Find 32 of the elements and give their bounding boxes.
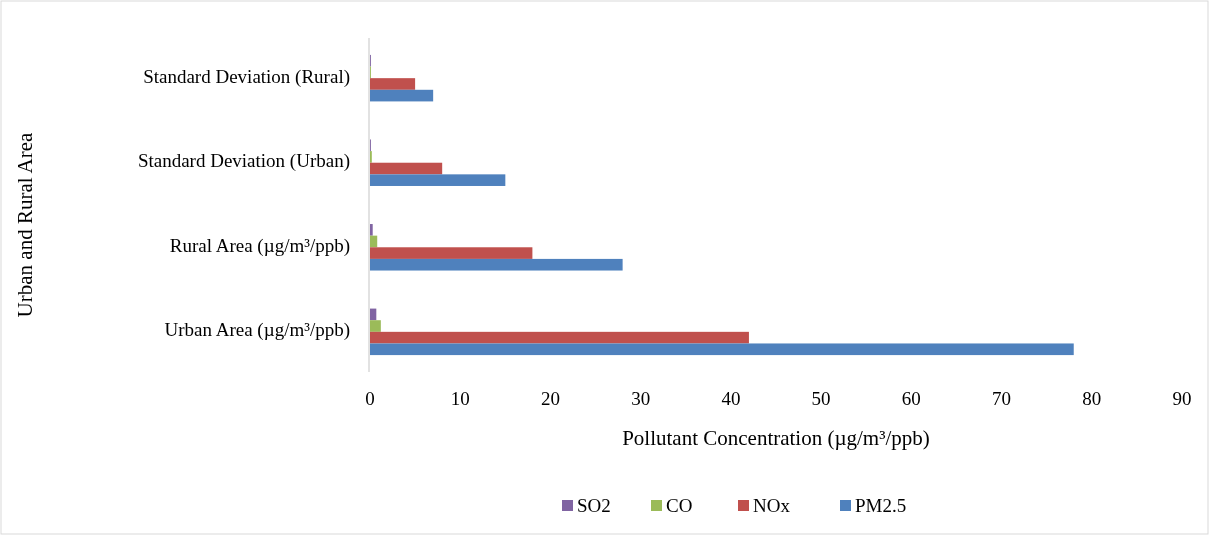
bar (370, 89, 434, 102)
y-tick-label: Urban Area (µg/m³/ppb) (164, 319, 350, 342)
bar (370, 258, 623, 271)
x-tick-label: 10 (450, 388, 470, 409)
x-tick-label: 0 (365, 388, 375, 409)
bar (370, 162, 443, 175)
bar (370, 308, 377, 321)
x-tick-label: 80 (1082, 388, 1102, 409)
x-axis-title: Pollutant Concentration (µg/m³/ppb) (622, 426, 930, 450)
legend-label: SO2 (577, 495, 611, 516)
x-tick-label: 30 (631, 388, 651, 409)
x-tick-label: 20 (540, 388, 560, 409)
bar (370, 331, 749, 344)
legend-label: PM2.5 (855, 495, 907, 516)
legend-label: NOx (753, 495, 791, 516)
x-tick-label: 70 (992, 388, 1012, 409)
y-tick-label: Standard Deviation (Urban) (137, 150, 350, 173)
x-tick-label: 90 (1172, 388, 1192, 409)
bar (370, 174, 506, 186)
bar (370, 235, 378, 248)
legend-label: CO (666, 495, 693, 516)
y-axis-title: Urban and Rural Area (13, 131, 37, 318)
y-tick-label: Rural Area (µg/m³/ppb) (169, 234, 350, 257)
bar (370, 320, 381, 332)
bar (370, 78, 416, 90)
x-tick-label: 50 (811, 388, 831, 409)
bar (370, 343, 1074, 356)
bar (370, 224, 373, 236)
x-tick-label: 60 (901, 388, 921, 409)
y-tick-label: Standard Deviation (Rural) (143, 65, 350, 88)
bar (370, 247, 533, 259)
x-tick-label: 40 (721, 388, 741, 409)
